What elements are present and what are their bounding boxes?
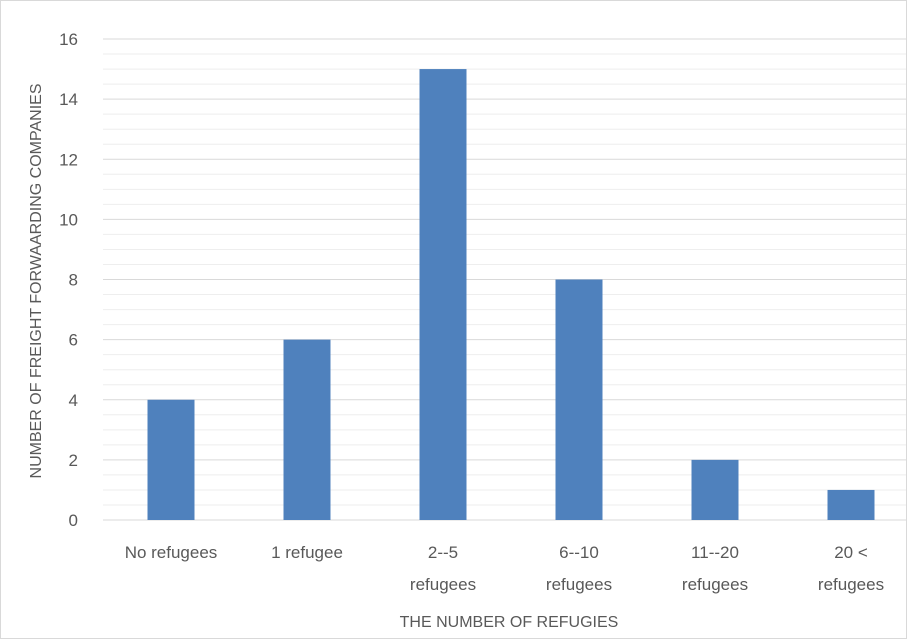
y-tick-label: 4: [69, 391, 78, 410]
x-category-label: 1 refugee: [271, 543, 343, 562]
y-tick-label: 6: [69, 331, 78, 350]
x-category-label: 2--5: [428, 543, 458, 562]
y-tick-label: 8: [69, 271, 78, 290]
x-category-labels: No refugees 1 refugee 2--5 refugees 6--10 ref…: [125, 543, 884, 594]
x-category-label: No refugees: [125, 543, 218, 562]
bars: [147, 69, 875, 520]
bar: [691, 459, 739, 520]
bar: [827, 489, 875, 520]
x-category-label: refugees: [818, 575, 884, 594]
x-category-label: refugees: [546, 575, 612, 594]
x-category-label: 20 <: [834, 543, 868, 562]
y-tick-label: 16: [59, 30, 78, 49]
grid-lines: [103, 38, 906, 521]
x-category-label: refugees: [682, 575, 748, 594]
y-tick-labels: 0 2 4 6 8 10 12 14 16: [59, 30, 78, 530]
y-tick-label: 12: [59, 150, 78, 169]
x-category-label: 6--10: [559, 543, 599, 562]
bar: [419, 69, 467, 520]
x-category-label: 11--20: [691, 543, 739, 562]
bar: [147, 399, 195, 520]
y-tick-label: 2: [69, 451, 78, 470]
y-tick-label: 0: [69, 511, 78, 530]
bar: [555, 279, 603, 520]
y-tick-label: 10: [59, 210, 78, 229]
y-tick-label: 14: [59, 90, 78, 109]
x-category-label: refugees: [410, 575, 476, 594]
x-axis-title: THE NUMBER OF REFUGIES: [400, 614, 619, 631]
bar: [283, 339, 331, 520]
y-axis-title: NUMBER OF FREIGHT FORWAARDING COMPANIES: [28, 84, 45, 479]
